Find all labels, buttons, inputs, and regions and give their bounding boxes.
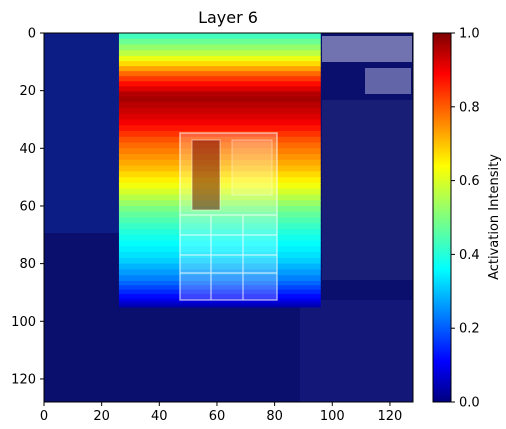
activation-cell	[118, 131, 321, 138]
x-tick-label: 120	[378, 409, 403, 424]
activation-cell	[118, 91, 321, 98]
x-tick-label: 100	[320, 409, 345, 424]
activation-cell	[118, 300, 321, 304]
colorbar-ticks: 0.0 0.2 0.4 0.6 0.8 1.0	[451, 27, 480, 411]
activation-cell	[118, 71, 321, 77]
activation-cell	[118, 240, 321, 247]
activation-cell	[118, 66, 321, 72]
activation-cell	[118, 285, 321, 291]
activation-cell	[118, 125, 321, 132]
x-tick-label: 80	[266, 409, 283, 424]
y-tick-label: 80	[19, 257, 36, 272]
window-grid	[180, 214, 277, 300]
y-tick-label: 100	[11, 315, 36, 330]
activation-cell	[118, 56, 321, 62]
activation-cell	[118, 217, 321, 224]
colorbar-tick-label: 0.2	[459, 322, 480, 337]
heatmap-plot	[44, 33, 413, 402]
colorbar-gradient	[432, 32, 452, 403]
building-overlay	[179, 36, 412, 301]
background-right-patch	[322, 100, 413, 280]
y-axis: 0 20 40 60 80 100 120	[11, 27, 44, 387]
sign-right	[365, 68, 411, 94]
activation-cell	[118, 289, 321, 295]
activation-cell	[118, 76, 321, 82]
activation-cell	[118, 50, 321, 57]
building-panel	[231, 139, 273, 196]
activation-cell	[118, 302, 321, 306]
y-tick-label: 60	[19, 199, 36, 214]
colorbar-tick-label: 0.8	[459, 100, 480, 115]
activation-cell	[118, 44, 321, 51]
colorbar-tick-label: 0.6	[459, 174, 480, 189]
colorbar-label: Activation Intensity	[487, 154, 502, 280]
building-door	[191, 139, 221, 211]
activation-cell	[118, 293, 321, 299]
colorbar-tick-label: 0.4	[459, 248, 480, 263]
activation-cell	[118, 119, 321, 126]
x-tick-label: 60	[209, 409, 226, 424]
x-tick-label: 0	[40, 409, 48, 424]
y-tick-label: 0	[28, 27, 36, 42]
activation-cell	[118, 223, 321, 230]
activation-cell	[118, 86, 321, 92]
background-left-patch	[44, 33, 122, 233]
activation-cell	[118, 257, 321, 265]
y-tick-label: 20	[19, 84, 36, 99]
activation-cell	[118, 81, 321, 87]
background-bottom-patch	[300, 300, 413, 402]
chart-title: Layer 6	[198, 8, 258, 27]
colorbar: 0.0 0.2 0.4 0.6 0.8 1.0 Activation Intensity	[432, 27, 502, 411]
activation-cell	[118, 280, 321, 286]
activation-cell	[118, 96, 321, 103]
x-tick-label: 20	[93, 409, 110, 424]
activation-cell	[118, 304, 321, 308]
colorbar-tick-label: 1.0	[459, 27, 480, 42]
activation-cell	[118, 61, 321, 67]
activation-cell	[118, 113, 321, 121]
activation-cell	[118, 246, 321, 253]
activation-cell	[118, 33, 321, 40]
activation-cell	[118, 234, 321, 242]
y-tick-label: 40	[19, 142, 36, 157]
activation-cell	[118, 107, 321, 115]
activation-cell	[118, 275, 321, 282]
x-axis: 0 20 40 60 80 100 120	[40, 402, 402, 424]
activation-cell	[118, 38, 321, 46]
plot-frame	[43, 32, 414, 403]
activation-cell	[118, 102, 321, 109]
sign-top-right	[322, 36, 412, 62]
y-tick-label: 120	[11, 372, 36, 387]
activation-cell	[118, 263, 321, 270]
activation-cell	[118, 229, 321, 236]
x-tick-label: 40	[151, 409, 168, 424]
colorbar-tick-label: 0.0	[459, 396, 480, 411]
